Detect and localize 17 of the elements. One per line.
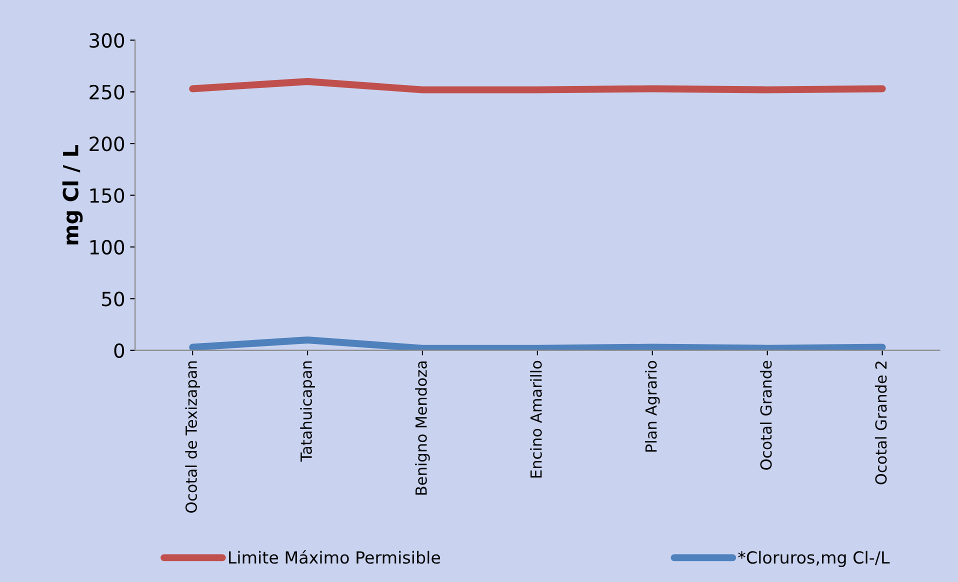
x-tick-label: Ocotal Grande: [760, 360, 772, 470]
legend-label: Limite Máximo Permisible: [228, 550, 440, 564]
y-tick-label: 100: [90, 240, 124, 255]
y-tick-label: 200: [90, 136, 124, 152]
y-axis-title: mg Cl / L: [62, 144, 83, 244]
x-tick-label: Ocotal de Texizapan: [185, 361, 200, 513]
x-tick-label: Benigno Mendoza: [415, 361, 430, 495]
y-tick-label: 250: [90, 84, 124, 100]
x-tick-label: Plan Agrario: [645, 360, 660, 452]
y-tick-label: 300: [90, 33, 124, 48]
x-tick-label: Ocotal Grande 2: [874, 362, 887, 484]
y-tick-label: 50: [102, 292, 124, 306]
x-tick-label: Tatahuicapan: [300, 361, 315, 462]
y-tick-label: 0: [114, 343, 124, 358]
y-tick-label: 150: [90, 188, 124, 203]
legend-label: *Cloruros,mg Cl-/L: [738, 550, 890, 567]
x-tick-label: Encino Amarillo: [530, 360, 542, 478]
